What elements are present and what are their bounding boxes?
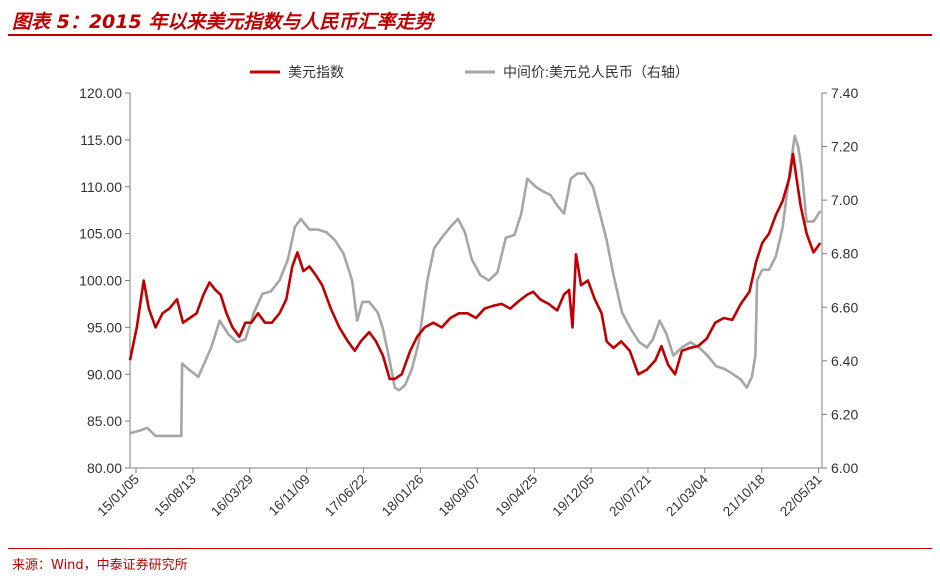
x-tick-label: 15/08/13	[151, 472, 199, 520]
y-left-tick-label: 105.00	[79, 226, 122, 242]
y-left-tick-label: 100.00	[79, 273, 122, 289]
y-left-tick-label: 110.00	[80, 179, 122, 195]
legend-label: 中间价:美元兑人民币（右轴）	[503, 64, 689, 80]
legend: 美元指数 中间价:美元兑人民币（右轴）	[250, 64, 689, 80]
x-tick-label: 18/09/07	[436, 472, 484, 520]
x-tick-label: 17/06/22	[322, 472, 370, 520]
y-left-tick-label: 95.00	[87, 319, 122, 335]
series-layer	[128, 134, 822, 438]
x-tick-label: 19/04/25	[493, 472, 541, 520]
x-tick-label: 20/07/21	[606, 472, 654, 520]
y-right-tick-label: 6.20	[831, 406, 858, 422]
x-tick-label: 22/05/31	[777, 472, 825, 520]
x-tick-label: 18/01/26	[379, 472, 427, 520]
series-line-usdcny	[129, 134, 822, 438]
series-line-usd-index	[128, 152, 822, 381]
y-right-tick-label: 7.00	[831, 192, 858, 208]
y-left-tick-label: 80.00	[87, 460, 122, 476]
y-right-tick-label: 6.00	[831, 460, 858, 476]
dual-axis-line-chart: 80.00 85.00 90.00 95.00 100.00 105.00 110.00 11…	[79, 64, 858, 520]
x-tick-label: 16/11/09	[266, 472, 313, 519]
y-left-tick-label: 120.00	[79, 85, 122, 101]
source-note: 来源：Wind，中泰证券研究所	[12, 558, 188, 573]
y-right-tick-label: 7.20	[831, 139, 858, 155]
y-right-tick-label: 6.80	[831, 246, 858, 262]
footer-divider	[8, 548, 932, 549]
y-right-tick-label: 7.40	[831, 85, 858, 101]
y-right-tick-label: 6.60	[831, 299, 858, 315]
legend-item-usd-index: 美元指数	[250, 64, 344, 80]
title-bar: 图表 5：2015 年以来美元指数与人民币汇率走势	[8, 4, 932, 36]
x-tick-label: 21/03/04	[663, 471, 711, 519]
x-tick-label: 15/01/05	[94, 472, 142, 520]
legend-label: 美元指数	[288, 64, 344, 80]
x-tick-label: 16/03/29	[208, 472, 256, 520]
legend-item-usdcny: 中间价:美元兑人民币（右轴）	[465, 64, 689, 80]
x-tick-label: 21/10/18	[720, 472, 768, 520]
y-left-tick-label: 90.00	[87, 366, 122, 382]
y-left-tick-label: 115.00	[80, 132, 122, 148]
y-left-tick-label: 85.00	[87, 413, 122, 429]
y-right-tick-label: 6.40	[831, 353, 858, 369]
chart-title: 图表 5：2015 年以来美元指数与人民币汇率走势	[12, 11, 434, 33]
x-tick-label: 19/12/05	[549, 472, 597, 520]
